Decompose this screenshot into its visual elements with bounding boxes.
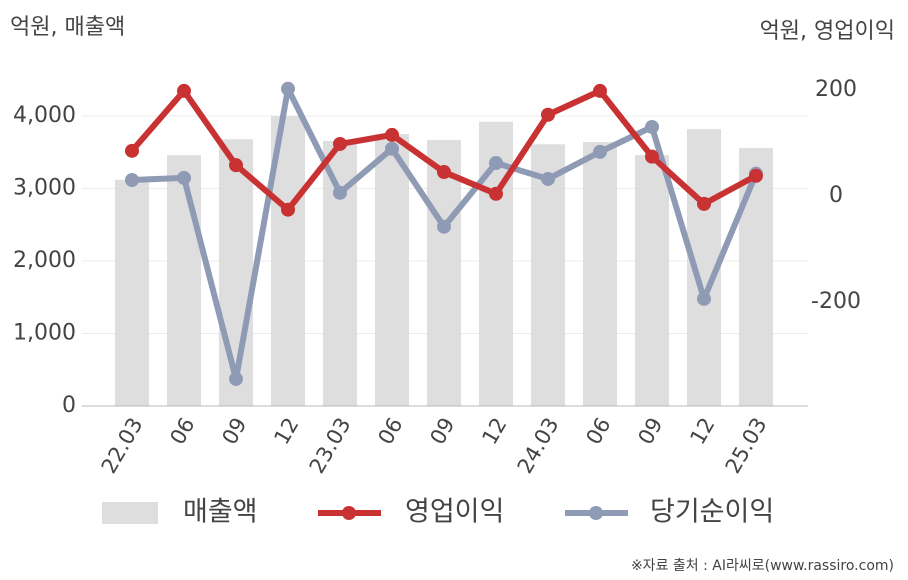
bar xyxy=(375,134,409,406)
point xyxy=(281,81,295,96)
legend-marker xyxy=(589,506,603,520)
point xyxy=(125,173,139,188)
bar xyxy=(115,179,149,406)
point xyxy=(489,156,503,171)
x-tick-label: 25.03 xyxy=(721,414,772,478)
y-tick-label: 3,000 xyxy=(13,176,76,201)
point xyxy=(749,168,763,183)
point xyxy=(541,171,555,186)
point xyxy=(437,165,451,180)
point xyxy=(645,119,659,134)
point xyxy=(333,136,347,151)
point xyxy=(125,143,139,158)
y2-tick-label: 0 xyxy=(829,183,843,208)
x-tick-label: 09 xyxy=(425,414,459,449)
point xyxy=(541,107,555,122)
x-tick-label: 12 xyxy=(269,414,303,449)
x-tick-label: 09 xyxy=(633,414,667,449)
legend-marker xyxy=(342,506,356,520)
point xyxy=(489,186,503,201)
y-tick-label: 1,000 xyxy=(13,321,76,346)
point xyxy=(697,291,711,306)
y-tick-label: 0 xyxy=(62,393,76,418)
legend-label: 매출액 xyxy=(183,497,258,528)
point xyxy=(385,127,399,142)
x-tick-label: 22.03 xyxy=(97,414,148,478)
x-tick-label: 23.03 xyxy=(305,414,356,478)
bar xyxy=(167,155,201,406)
point xyxy=(645,149,659,164)
x-tick-label: 06 xyxy=(373,414,407,449)
point xyxy=(281,202,295,217)
point xyxy=(385,141,399,156)
point xyxy=(697,196,711,211)
point xyxy=(437,219,451,234)
y-tick-label: 4,000 xyxy=(13,103,76,128)
source: ※자료 출처 : AI라씨로(www.rassiro.com) xyxy=(631,558,894,574)
x-tick-label: 12 xyxy=(685,414,719,449)
x-tick-label: 12 xyxy=(477,414,511,449)
point xyxy=(177,83,191,98)
point xyxy=(593,144,607,159)
bar xyxy=(219,139,253,406)
x-tick-label: 24.03 xyxy=(513,414,564,478)
y2-tick-label: 200 xyxy=(815,77,857,102)
bar xyxy=(739,147,773,406)
y2-tick-label: -200 xyxy=(811,289,861,314)
y-tick-label: 2,000 xyxy=(13,248,76,273)
x-tick-label: 06 xyxy=(581,414,615,449)
point xyxy=(593,83,607,98)
y2-axis-title: 억원, 영업이익 xyxy=(760,19,895,44)
legend-label: 영업이익 xyxy=(405,497,504,528)
bar xyxy=(427,139,461,407)
point xyxy=(229,371,243,386)
point xyxy=(333,185,347,200)
legend-swatch xyxy=(102,502,158,524)
x-tick-label: 09 xyxy=(217,414,251,449)
y-axis-title: 억원, 매출액 xyxy=(10,15,125,40)
point xyxy=(229,158,243,173)
bar xyxy=(583,142,617,406)
bar xyxy=(531,144,565,406)
bar xyxy=(635,155,669,406)
x-tick-label: 06 xyxy=(165,414,199,449)
point xyxy=(177,170,191,185)
legend-label: 당기순이익 xyxy=(650,497,774,528)
